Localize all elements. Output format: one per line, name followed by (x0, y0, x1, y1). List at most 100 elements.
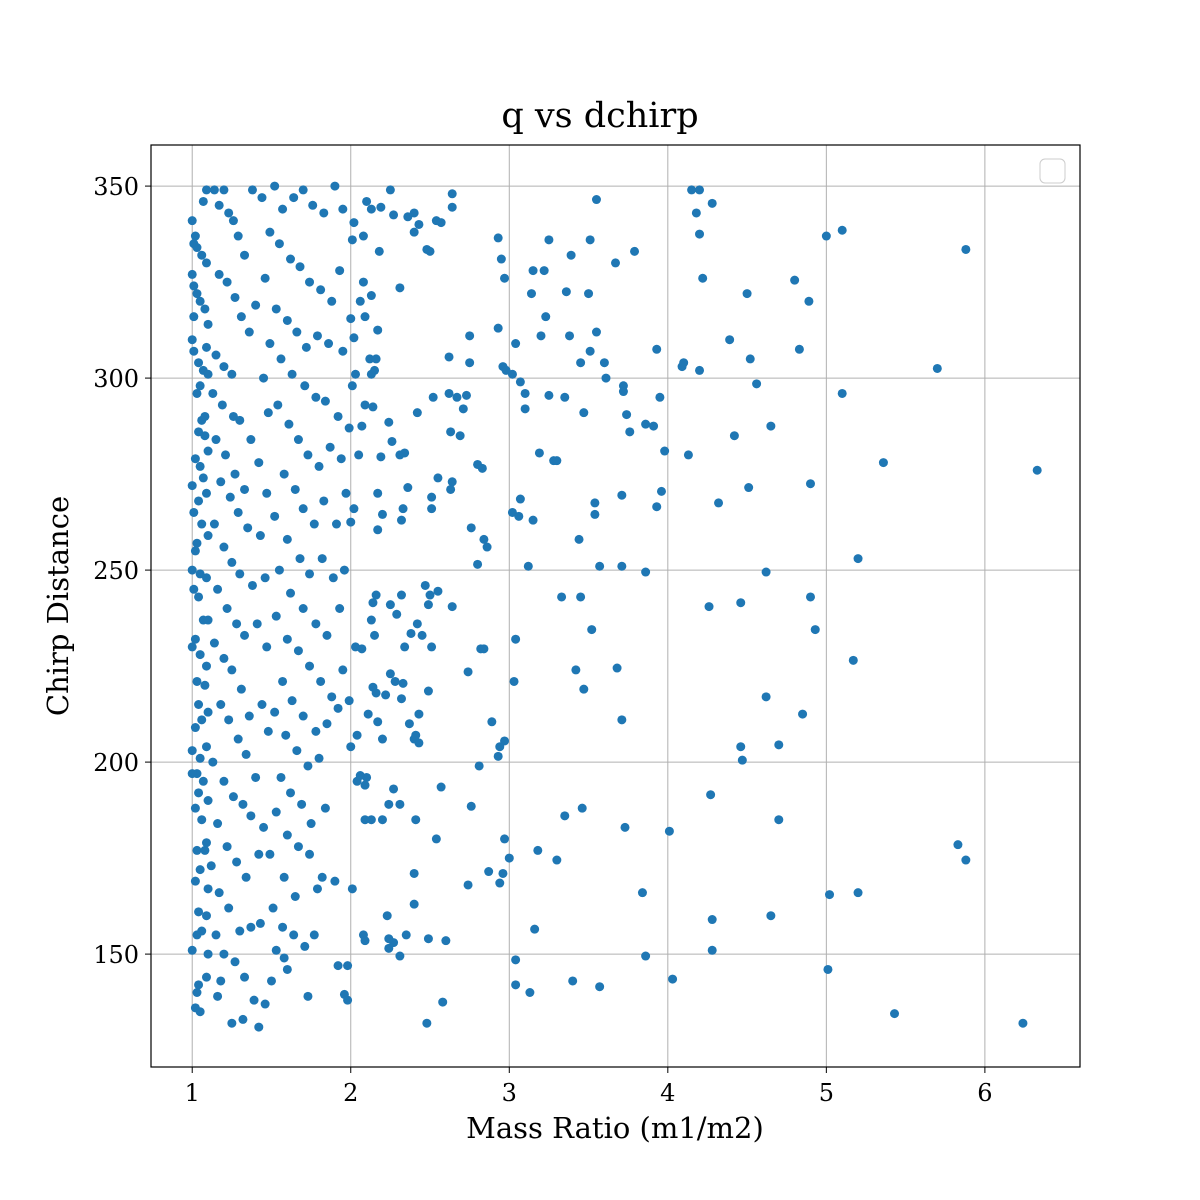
point (197, 250, 207, 260)
point (707, 915, 717, 925)
point (398, 504, 408, 514)
point (447, 602, 457, 612)
point (336, 454, 346, 464)
point (664, 826, 674, 836)
point (217, 400, 227, 410)
point (200, 411, 210, 421)
point (428, 392, 438, 402)
point (278, 204, 288, 214)
point (552, 456, 562, 466)
point (412, 408, 422, 418)
point (314, 753, 324, 763)
point (373, 488, 383, 498)
point (774, 815, 784, 825)
point (368, 402, 378, 412)
point (230, 292, 240, 302)
point (219, 542, 229, 552)
point (360, 312, 370, 322)
point (192, 243, 202, 253)
point (525, 988, 535, 998)
point (224, 903, 234, 913)
point (286, 788, 296, 798)
point (515, 494, 525, 504)
point (360, 936, 370, 946)
point (324, 339, 334, 349)
point (557, 592, 567, 602)
point (618, 387, 628, 397)
point (423, 686, 433, 696)
point (371, 688, 381, 698)
point (374, 246, 384, 256)
x-tick-label: 6 (977, 1079, 992, 1107)
point (230, 957, 240, 967)
point (444, 388, 454, 398)
point (591, 195, 601, 205)
point (622, 410, 632, 420)
point (303, 450, 313, 460)
point (349, 218, 359, 228)
point (420, 580, 430, 590)
point (228, 216, 238, 226)
point (465, 331, 475, 341)
point (312, 884, 322, 894)
point (301, 342, 311, 352)
point (641, 567, 651, 577)
point (495, 878, 505, 888)
point (520, 388, 530, 398)
point (279, 953, 289, 963)
point (401, 930, 411, 940)
point (319, 496, 329, 506)
point (533, 845, 543, 855)
point (417, 630, 427, 640)
point (251, 772, 261, 782)
point (214, 269, 224, 279)
point (425, 590, 435, 600)
point (312, 331, 322, 341)
point (729, 431, 739, 441)
point (200, 304, 210, 314)
point (466, 523, 476, 533)
point (427, 492, 437, 502)
point (761, 567, 771, 577)
point (189, 507, 199, 517)
point (577, 803, 587, 813)
point (695, 229, 705, 239)
point (295, 554, 305, 564)
point (528, 515, 538, 525)
point (347, 884, 357, 894)
point (479, 534, 489, 544)
point (273, 400, 283, 410)
point (192, 388, 202, 398)
point (201, 573, 211, 583)
point (473, 559, 483, 569)
point (246, 922, 256, 932)
point (736, 598, 746, 608)
point (601, 373, 611, 383)
point (255, 918, 265, 928)
point (461, 390, 471, 400)
point (355, 296, 365, 306)
point (668, 974, 678, 984)
point (493, 323, 503, 333)
point (213, 819, 223, 829)
point (203, 884, 213, 894)
point (284, 419, 294, 429)
point (617, 715, 627, 725)
point (366, 204, 376, 214)
point (255, 531, 265, 541)
point (200, 845, 210, 855)
point (319, 208, 329, 218)
x-tick-label: 3 (502, 1079, 517, 1107)
point (243, 523, 253, 533)
point (576, 592, 586, 602)
point (766, 911, 776, 921)
point (311, 726, 321, 736)
point (528, 266, 538, 276)
point (201, 661, 211, 671)
point (279, 469, 289, 479)
point (595, 982, 605, 992)
point (216, 477, 226, 487)
point (389, 784, 399, 794)
point (585, 346, 595, 356)
point (195, 753, 205, 763)
